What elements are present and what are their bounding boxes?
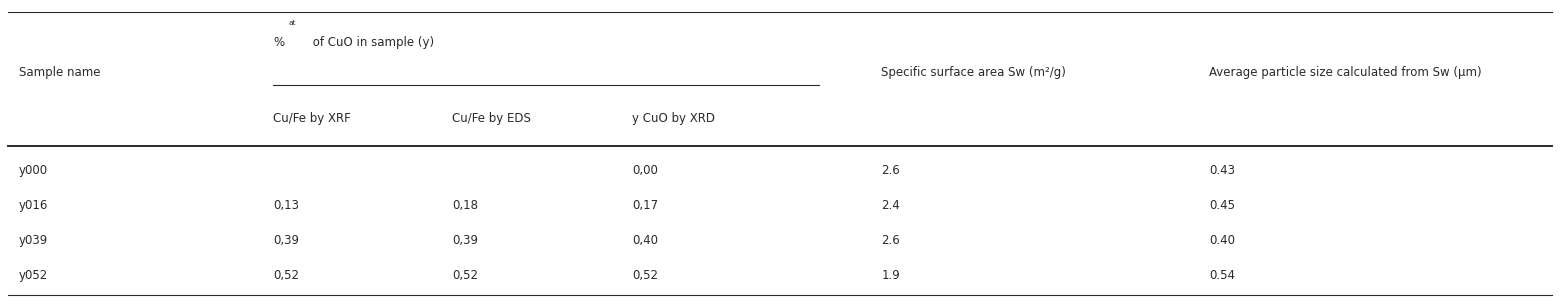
Text: y CuO by XRD: y CuO by XRD: [632, 112, 714, 126]
Text: Sample name: Sample name: [19, 67, 100, 79]
Text: 0,52: 0,52: [632, 269, 658, 282]
Text: 0.40: 0.40: [1209, 234, 1236, 247]
Text: 0,40: 0,40: [632, 234, 658, 247]
Text: 0,13: 0,13: [273, 199, 300, 212]
Text: 0,17: 0,17: [632, 199, 658, 212]
Text: 2.4: 2.4: [881, 199, 900, 212]
Text: 0.54: 0.54: [1209, 269, 1236, 282]
Text: 0.45: 0.45: [1209, 199, 1236, 212]
Text: at: at: [289, 20, 296, 26]
Text: %: %: [273, 36, 284, 50]
Text: 0.43: 0.43: [1209, 164, 1236, 177]
Text: 2.6: 2.6: [881, 234, 900, 247]
Text: Specific surface area Sw (m²/g): Specific surface area Sw (m²/g): [881, 67, 1067, 79]
Text: of CuO in sample (y): of CuO in sample (y): [309, 36, 434, 50]
Text: y052: y052: [19, 269, 48, 282]
Text: 0,52: 0,52: [273, 269, 300, 282]
Text: Cu/Fe by EDS: Cu/Fe by EDS: [452, 112, 532, 126]
Text: 0,39: 0,39: [452, 234, 479, 247]
Text: Cu/Fe by XRF: Cu/Fe by XRF: [273, 112, 351, 126]
Text: Average particle size calculated from Sw (μm): Average particle size calculated from Sw…: [1209, 67, 1482, 79]
Text: 0,52: 0,52: [452, 269, 479, 282]
Text: 2.6: 2.6: [881, 164, 900, 177]
Text: y016: y016: [19, 199, 48, 212]
Text: 0,18: 0,18: [452, 199, 479, 212]
Text: y039: y039: [19, 234, 48, 247]
Text: y000: y000: [19, 164, 48, 177]
Text: 0,39: 0,39: [273, 234, 300, 247]
Text: 0,00: 0,00: [632, 164, 658, 177]
Text: 1.9: 1.9: [881, 269, 900, 282]
